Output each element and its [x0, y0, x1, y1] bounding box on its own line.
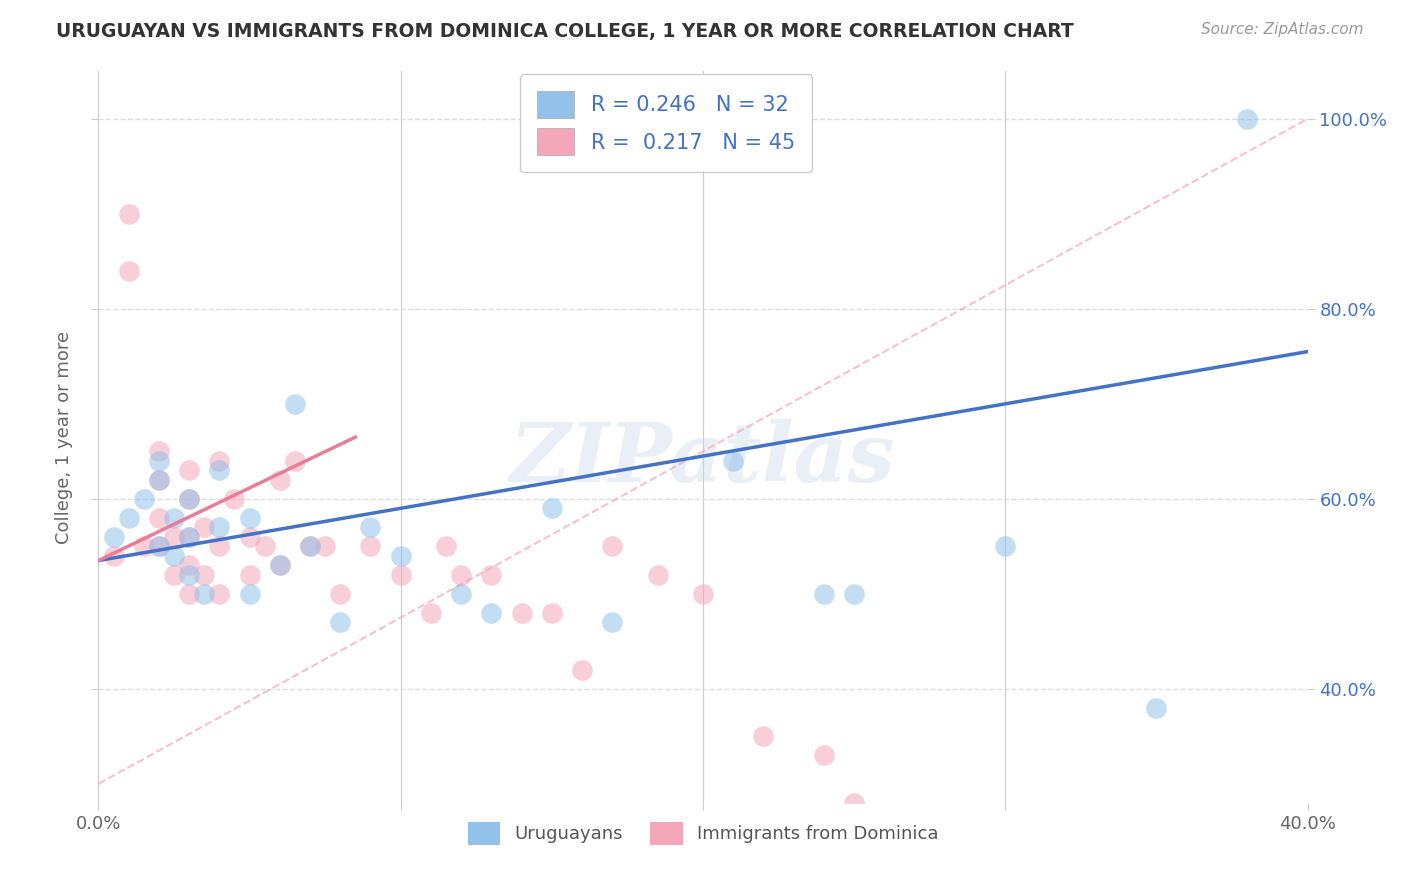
Point [163, 567, 186, 582]
Point [299, 539, 322, 553]
Point [284, 454, 307, 468]
Point [813, 748, 835, 763]
Point [118, 264, 141, 278]
Point [434, 539, 457, 553]
Point [179, 558, 201, 573]
Point [179, 530, 201, 544]
Point [540, 501, 562, 516]
Point [103, 530, 125, 544]
Point [253, 539, 276, 553]
Point [224, 491, 246, 506]
Point [179, 567, 201, 582]
Point [148, 511, 170, 525]
Point [723, 454, 745, 468]
Point [148, 539, 170, 553]
Point [602, 615, 624, 630]
Point [208, 587, 231, 601]
Point [299, 539, 322, 553]
Point [571, 663, 593, 677]
Point [132, 539, 155, 553]
Point [148, 444, 170, 458]
Text: ZIPatlas: ZIPatlas [510, 419, 896, 499]
Point [148, 473, 170, 487]
Point [193, 567, 215, 582]
Point [269, 558, 291, 573]
Point [450, 567, 472, 582]
Point [389, 549, 412, 563]
Legend: Uruguayans, Immigrants from Dominica: Uruguayans, Immigrants from Dominica [460, 814, 946, 852]
Point [163, 549, 186, 563]
Point [994, 539, 1017, 553]
Point [1144, 701, 1167, 715]
Point [239, 511, 262, 525]
Point [420, 606, 443, 620]
Point [450, 587, 472, 601]
Point [481, 567, 503, 582]
Point [179, 463, 201, 477]
Point [148, 473, 170, 487]
Point [844, 796, 866, 810]
Point [329, 587, 352, 601]
Point [269, 558, 291, 573]
Point [103, 549, 125, 563]
Point [118, 511, 141, 525]
Point [844, 587, 866, 601]
Point [179, 491, 201, 506]
Point [813, 587, 835, 601]
Point [132, 491, 155, 506]
Point [208, 520, 231, 534]
Point [208, 454, 231, 468]
Point [647, 567, 669, 582]
Point [692, 587, 714, 601]
Point [179, 587, 201, 601]
Text: URUGUAYAN VS IMMIGRANTS FROM DOMINICA COLLEGE, 1 YEAR OR MORE CORRELATION CHART: URUGUAYAN VS IMMIGRANTS FROM DOMINICA CO… [56, 22, 1074, 41]
Point [179, 491, 201, 506]
Point [540, 606, 562, 620]
Text: Source: ZipAtlas.com: Source: ZipAtlas.com [1201, 22, 1364, 37]
Point [360, 539, 382, 553]
Point [148, 454, 170, 468]
Point [208, 463, 231, 477]
Point [752, 729, 775, 743]
Point [360, 520, 382, 534]
Point [148, 539, 170, 553]
Y-axis label: College, 1 year or more: College, 1 year or more [55, 331, 73, 543]
Point [269, 473, 291, 487]
Point [481, 606, 503, 620]
Point [163, 511, 186, 525]
Point [239, 587, 262, 601]
Point [510, 606, 533, 620]
Point [284, 397, 307, 411]
Point [179, 530, 201, 544]
Point [193, 587, 215, 601]
Point [602, 539, 624, 553]
Point [163, 530, 186, 544]
Point [329, 615, 352, 630]
Point [118, 207, 141, 221]
Point [1236, 112, 1258, 126]
Point [208, 539, 231, 553]
Point [239, 567, 262, 582]
Point [239, 530, 262, 544]
Point [389, 567, 412, 582]
Point [193, 520, 215, 534]
Point [314, 539, 336, 553]
